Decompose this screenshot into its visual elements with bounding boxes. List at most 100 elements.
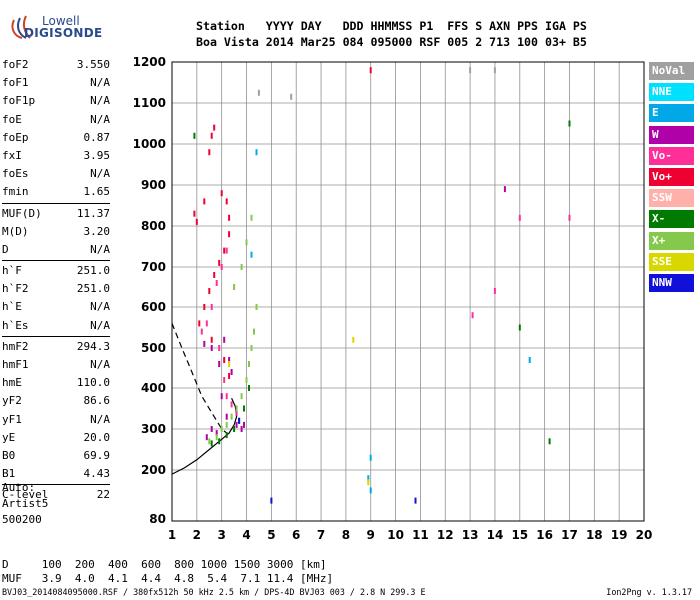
echo-point [352,336,355,343]
param-row: foF1p N/A [2,92,110,110]
echo-point [218,438,221,445]
y-tick-label: 1100 [133,96,166,110]
echo-point [210,426,213,432]
y-tick-label: 700 [141,260,166,274]
echo-point [240,426,243,432]
echo-point [369,454,372,461]
muf-frequency-row: MUF 3.9 4.0 4.1 4.4 4.8 5.4 7.1 11.4 [MH… [2,572,334,585]
x-tick-label: 2 [193,528,201,542]
x-tick-label: 20 [636,528,653,542]
logo-text-digisonde: DIGISONDE [24,26,103,40]
echo-point [270,497,273,504]
param-name: foF1 [2,76,29,90]
x-tick-label: 11 [412,528,429,542]
param-name: foEp [2,130,29,144]
echo-point [210,132,213,139]
echo-point [195,218,198,225]
param-row: hmF1 N/A [2,356,110,374]
param-name: foF1p [2,94,36,108]
echo-point [210,336,213,343]
y-tick-label: 800 [141,219,166,233]
param-name: hmF2 [2,339,29,353]
echo-point [290,93,293,100]
param-value: N/A [90,76,110,90]
param-name: hmE [2,376,22,390]
param-name: yE [2,430,16,444]
echo-point [223,247,226,254]
param-separator [2,335,110,337]
echo-point [250,214,253,221]
auto-version: 500200 [2,513,42,526]
echo-point [235,405,238,412]
legend-entry-x-: X- [649,210,694,229]
echo-point [245,377,248,383]
param-value: 251.0 [76,282,110,296]
echo-point [223,377,226,383]
echo-point [568,214,571,221]
echo-point [218,259,221,266]
x-tick-label: 14 [487,528,504,542]
param-name: fmin [2,185,29,199]
param-name: h`Es [2,318,29,332]
echo-point [213,124,216,131]
param-name: C-level [2,488,49,502]
legend-entry-sse: SSE [649,252,694,271]
param-row: hmF2 294.3 [2,338,110,356]
param-row: foEp 0.87 [2,129,110,147]
param-row: foF2 3.550 [2,56,110,74]
footer-file-info: BVJ03_2014084095000.RSF / 380fx512h 50 k… [2,587,426,597]
y-tick-label: 500 [141,341,166,355]
param-row: yF2 86.6 [2,392,110,410]
x-tick-label: 3 [218,528,226,542]
y-tick-label: 600 [141,300,166,314]
footer-version: Ion2Png v. 1.3.17 [606,587,692,597]
param-row: MUF(D) 11.37 [2,205,110,223]
y-tick-label: 900 [141,178,166,192]
echo-point [230,369,233,375]
echo-point [193,132,196,139]
echo-point [215,280,218,286]
legend-entry-x-: X+ [649,231,694,250]
echo-point [228,357,231,363]
param-value: 1.65 [83,185,111,199]
echo-point [528,357,531,363]
echo-point [210,440,213,447]
param-row: yF1 N/A [2,411,110,429]
echo-point [518,324,521,331]
echo-point [233,426,236,432]
echo-point [230,413,233,420]
echo-point [223,357,226,363]
echo-point [568,120,571,127]
x-tick-label: 1 [168,528,176,542]
param-row: fmin 1.65 [2,183,110,201]
echo-point [208,438,211,445]
echo-point [255,304,258,310]
echo-point [253,328,255,335]
chart-grid [172,62,644,521]
param-value: 251.0 [76,264,110,278]
param-value: 86.6 [83,394,111,408]
param-value: N/A [90,242,110,256]
echo-point [503,186,506,193]
param-value: 69.9 [83,448,111,462]
param-value: N/A [90,112,110,126]
echo-point [210,345,213,351]
param-value: 20.0 [83,430,111,444]
auto-label: Auto: [2,481,36,494]
echo-point [203,304,206,310]
echo-point [225,432,228,439]
param-row: D N/A [2,241,110,259]
param-value: N/A [90,358,110,371]
echo-point [225,421,228,428]
echo-points [193,67,571,504]
param-value: 3.95 [83,148,111,162]
echo-point [250,251,253,258]
echo-point [193,210,196,217]
echo-point [220,393,223,400]
x-tick-label: 7 [317,528,325,542]
param-name: B1 [2,467,16,481]
x-tick-label: 6 [292,528,300,542]
echo-point [228,214,231,221]
param-row: yE 20.0 [2,429,110,447]
polarization-legend: NoVal NNE E W Vo- Vo+ SSW X- X+ SSE NNW [649,62,694,295]
